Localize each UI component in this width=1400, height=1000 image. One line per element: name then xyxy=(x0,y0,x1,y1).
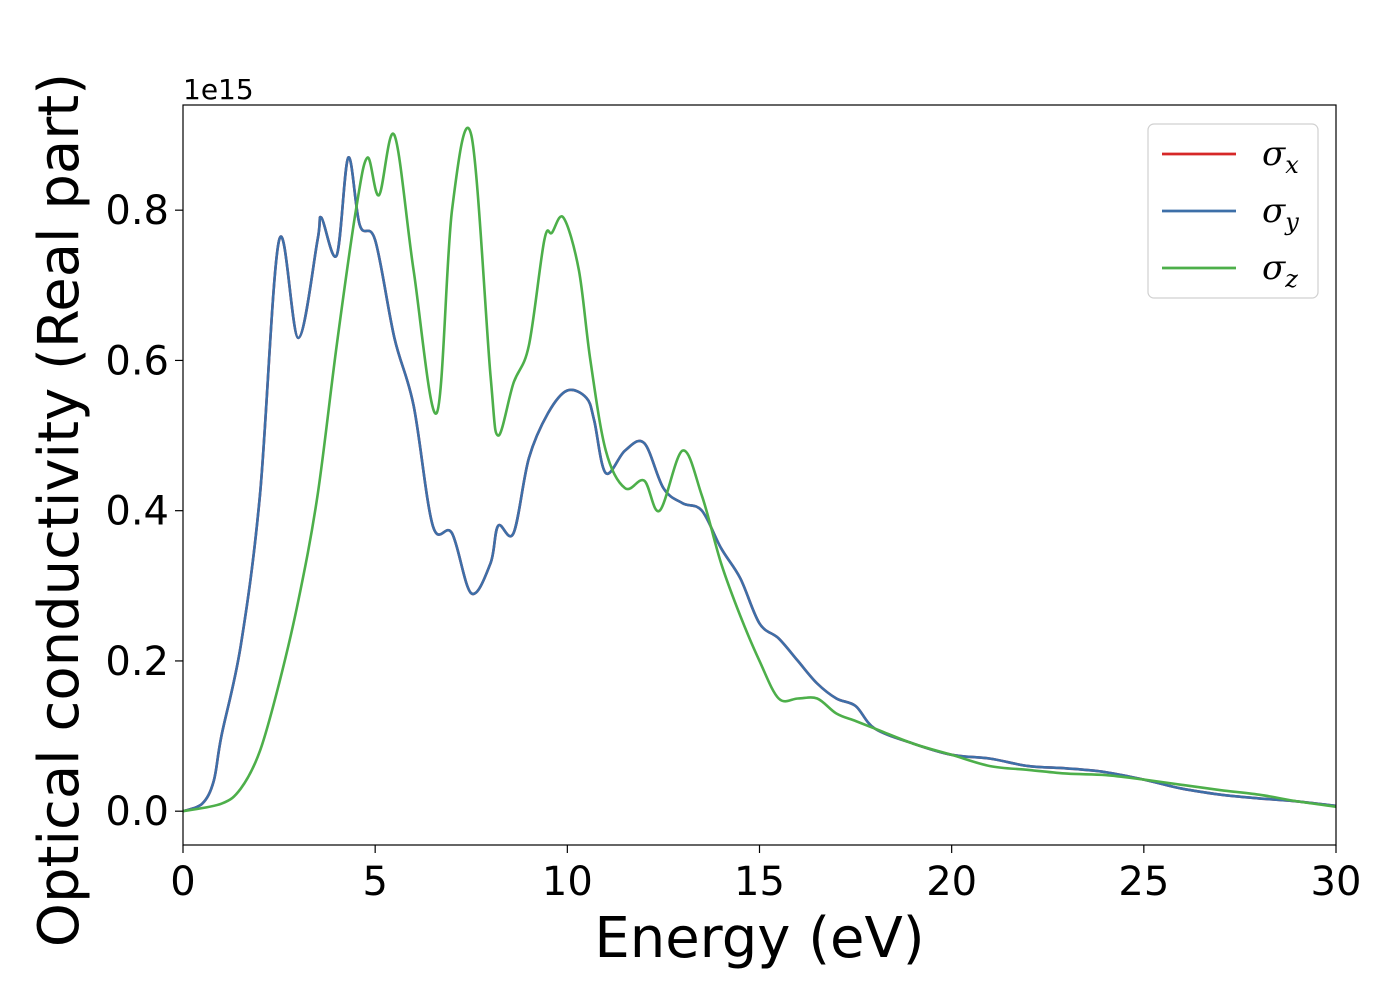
legend-label-x: σx xyxy=(1262,134,1299,179)
y-tick-label: 0.2 xyxy=(105,639,169,685)
x-tick-label: 10 xyxy=(542,859,593,905)
y-tick-label: 0.6 xyxy=(105,338,169,384)
x-tick-label: 15 xyxy=(734,859,785,905)
series-line-z xyxy=(182,126,1337,813)
x-tick-label: 5 xyxy=(362,859,387,905)
legend: σx σy σz xyxy=(1147,123,1319,299)
plot-lines xyxy=(182,126,1337,813)
y-tick-label: 0.4 xyxy=(105,489,169,535)
series-line-y xyxy=(182,156,1337,813)
y-axis: 0.0 0.2 0.4 0.6 0.8 xyxy=(105,188,183,835)
legend-label-z: σz xyxy=(1262,248,1298,293)
x-tick-label: 20 xyxy=(926,859,977,905)
y-offset-label: 1e15 xyxy=(183,73,254,106)
y-axis-label: Optical conductivity (Real part) xyxy=(27,73,92,947)
y-tick-label: 0.0 xyxy=(105,789,169,835)
x-axis: 0 5 10 15 20 25 30 xyxy=(170,845,1361,905)
x-tick-label: 30 xyxy=(1311,859,1362,905)
legend-label-y: σy xyxy=(1262,191,1299,236)
x-axis-label: Energy (eV) xyxy=(594,906,924,971)
y-tick-label: 0.8 xyxy=(105,188,169,234)
x-tick-label: 0 xyxy=(170,859,195,905)
x-tick-label: 25 xyxy=(1118,859,1169,905)
